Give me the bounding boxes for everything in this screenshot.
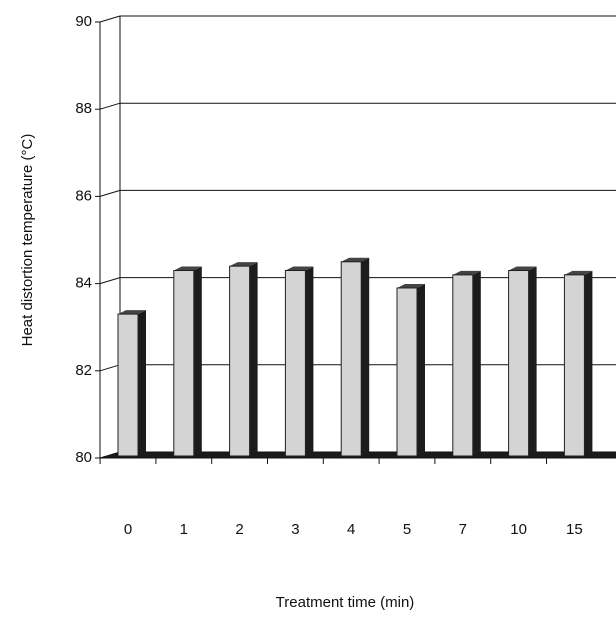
bar-side bbox=[584, 270, 593, 456]
bar-side bbox=[249, 262, 258, 456]
x-tick-label: 0 bbox=[124, 521, 132, 538]
bar bbox=[396, 287, 418, 457]
x-tick-label: 2 bbox=[235, 521, 243, 538]
grid-line bbox=[99, 102, 121, 110]
bar bbox=[508, 270, 530, 457]
grid-line bbox=[99, 189, 121, 197]
x-tick-label: 15 bbox=[566, 521, 583, 538]
bar-side bbox=[138, 310, 146, 456]
y-tick-label: 80 bbox=[75, 449, 92, 466]
bar-top bbox=[229, 262, 258, 267]
x-tick-label: 1 bbox=[180, 521, 188, 538]
bar-top bbox=[397, 283, 425, 288]
grid-line bbox=[99, 15, 121, 23]
x-tick-label: 10 bbox=[510, 521, 527, 538]
bar-top bbox=[508, 266, 537, 271]
y-tick-label: 82 bbox=[75, 362, 92, 379]
grid-line bbox=[99, 451, 121, 459]
grid-line bbox=[99, 364, 121, 372]
bar-top bbox=[564, 270, 593, 275]
y-tick-label: 86 bbox=[75, 187, 92, 204]
bar-top bbox=[173, 266, 202, 271]
bar bbox=[563, 274, 585, 457]
bar-side bbox=[193, 266, 202, 456]
x-axis-title: Treatment time (min) bbox=[276, 594, 415, 611]
bar-top bbox=[285, 266, 314, 271]
y-tick-label: 84 bbox=[75, 275, 92, 292]
x-tick-label: 3 bbox=[291, 521, 299, 538]
bar-side bbox=[472, 270, 481, 456]
x-tick-label: 4 bbox=[347, 521, 355, 538]
y-tick-label: 90 bbox=[75, 13, 92, 30]
bar-top bbox=[341, 257, 370, 262]
bar bbox=[117, 313, 139, 457]
y-axis-title: Heat distortion temperature (°C) bbox=[19, 134, 36, 347]
bar bbox=[340, 261, 362, 457]
bar-side bbox=[417, 283, 425, 456]
bar bbox=[229, 265, 251, 457]
bar-side bbox=[305, 266, 314, 456]
bar bbox=[452, 274, 474, 457]
bar-side bbox=[528, 266, 537, 456]
bar bbox=[284, 270, 306, 457]
y-tick-label: 88 bbox=[75, 100, 92, 117]
bar-side bbox=[361, 257, 370, 456]
x-tick-label: 7 bbox=[459, 521, 467, 538]
bar-top bbox=[118, 310, 146, 315]
x-tick-label: 5 bbox=[403, 521, 411, 538]
bar-top bbox=[452, 270, 481, 275]
grid-line bbox=[99, 277, 121, 285]
bar bbox=[173, 270, 195, 457]
